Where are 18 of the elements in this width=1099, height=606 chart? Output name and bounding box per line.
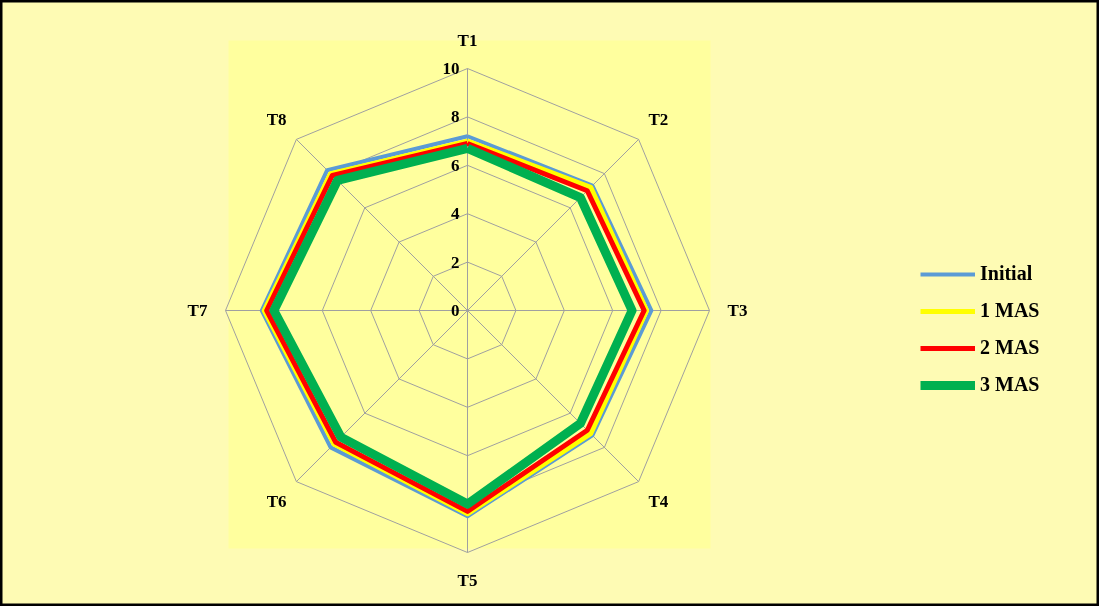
spoke-label: T6 <box>266 491 287 511</box>
spoke-label: T5 <box>457 571 478 590</box>
y-tick-label: 4 <box>451 204 460 224</box>
spoke-label: T4 <box>648 491 669 511</box>
y-tick-label: 8 <box>451 107 460 127</box>
spoke-label: T3 <box>727 301 748 320</box>
spoke-label: T8 <box>266 110 287 130</box>
y-tick-label: 10 <box>442 59 460 78</box>
y-tick-label: 6 <box>451 155 460 175</box>
y-tick-label: 2 <box>451 252 460 272</box>
legend-label: 3 MAS <box>980 373 1040 396</box>
spoke-label: T7 <box>187 301 208 320</box>
legend-label: 1 MAS <box>980 299 1040 322</box>
legend-label: 2 MAS <box>980 336 1040 359</box>
spoke-label: T2 <box>648 110 669 130</box>
y-tick-label: 0 <box>451 301 460 320</box>
spoke-label: T1 <box>457 31 478 50</box>
legend-label: Initial <box>980 262 1033 285</box>
